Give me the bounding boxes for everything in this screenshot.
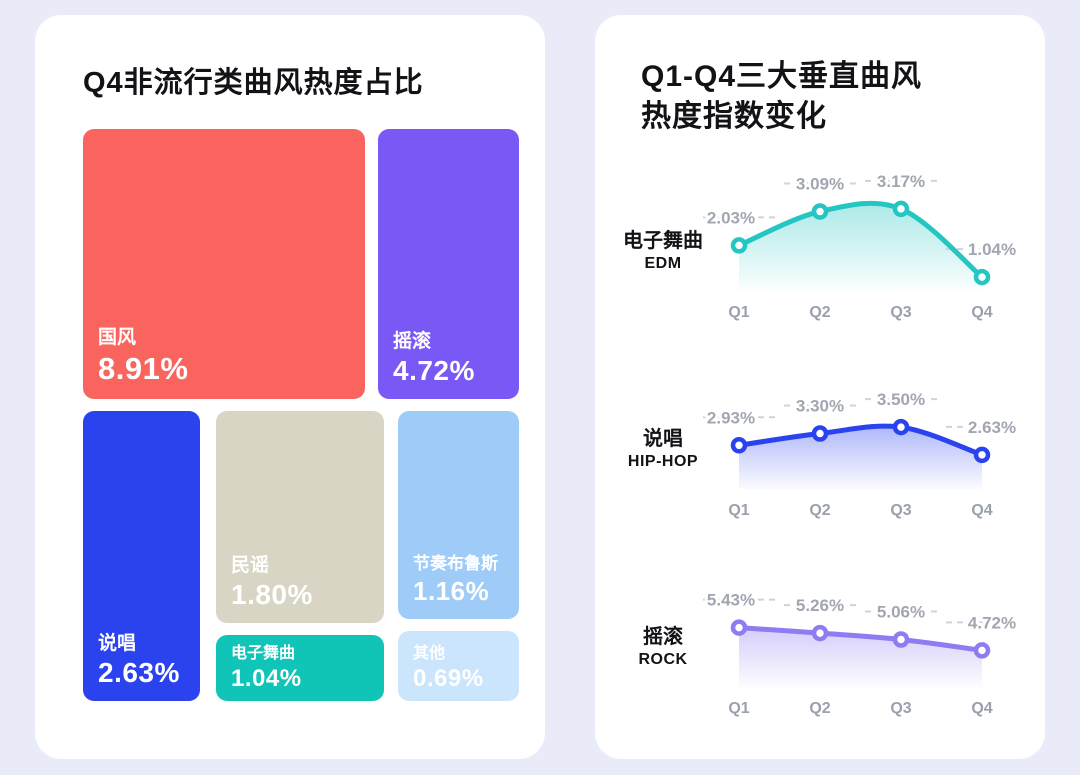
svg-text:2.93%: 2.93% [707, 408, 755, 427]
svg-text:1.04%: 1.04% [968, 240, 1016, 259]
treemap-block-label: 电子舞曲 [231, 645, 296, 662]
line-chart-rock: 5.43% 5.26% 5.06% 4.72% Q1 Q2 Q3 Q4 [703, 588, 1019, 717]
svg-text:4.72%: 4.72% [968, 613, 1016, 632]
svg-text:5.06%: 5.06% [877, 603, 925, 622]
svg-text:Q4: Q4 [971, 502, 992, 519]
line-charts: 电子舞曲 EDM 2.03% 3.09% 3.17% 1.04% Q1 Q2 Q3 Q4 说唱… [609, 145, 1039, 717]
genre-label-zh: 电子舞曲 [623, 229, 703, 252]
svg-text:Q3: Q3 [890, 700, 911, 717]
genre-label-edm: 电子舞曲 EDM [609, 224, 717, 273]
line-charts-card: Q1-Q4三大垂直曲风 热度指数变化 电子舞曲 EDM 2.03% 3.09% 3.… [595, 15, 1045, 759]
treemap-block-label: 国风 [98, 327, 137, 348]
line-chart-group-hiphop: 说唱 HIP-HOP 2.93% 3.30% 3.50% 2.63% Q1 Q2 Q3 Q4 [609, 373, 1039, 519]
svg-text:Q4: Q4 [971, 304, 992, 321]
treemap-block-minyao: 民谣 1.80% [216, 411, 384, 623]
svg-text:Q1: Q1 [728, 700, 749, 717]
svg-text:5.43%: 5.43% [707, 591, 755, 610]
svg-text:2.63%: 2.63% [968, 418, 1016, 437]
svg-text:Q2: Q2 [809, 700, 830, 717]
treemap-block-label: 民谣 [231, 555, 270, 576]
treemap-block-yaogun: 摇滚 4.72% [378, 129, 519, 399]
svg-text:3.17%: 3.17% [877, 172, 925, 191]
genre-label-hiphop: 说唱 HIP-HOP [609, 422, 717, 471]
treemap-block-value: 2.63% [98, 657, 180, 688]
svg-text:Q3: Q3 [890, 304, 911, 321]
svg-text:3.30%: 3.30% [796, 397, 844, 416]
svg-text:2.03%: 2.03% [707, 208, 755, 227]
treemap-block-value: 8.91% [98, 351, 189, 386]
treemap-card: Q4非流行类曲风热度占比 国风 8.91% 摇滚 4.72% 说唱 2.63% … [35, 15, 545, 759]
line-charts-title: Q1-Q4三大垂直曲风 热度指数变化 [641, 57, 922, 137]
svg-text:Q4: Q4 [971, 700, 992, 717]
svg-text:Q2: Q2 [809, 304, 830, 321]
treemap: 国风 8.91% 摇滚 4.72% 说唱 2.63% 民谣 1.80% 电子舞曲… [83, 129, 519, 701]
svg-text:Q3: Q3 [890, 502, 911, 519]
line-chart-group-rock: 摇滚 ROCK 5.43% 5.26% 5.06% 4.72% Q1 Q2 Q3 Q4 [609, 571, 1039, 717]
svg-text:Q1: Q1 [728, 502, 749, 519]
treemap-title: Q4非流行类曲风热度占比 [83, 67, 424, 99]
svg-text:3.09%: 3.09% [796, 175, 844, 194]
treemap-block-shuochang: 说唱 2.63% [83, 411, 200, 701]
treemap-block-label: 说唱 [98, 633, 137, 654]
line-chart-edm: 2.03% 3.09% 3.17% 1.04% Q1 Q2 Q3 Q4 [703, 169, 1019, 321]
treemap-block-label: 摇滚 [393, 331, 432, 352]
svg-text:Q1: Q1 [728, 304, 749, 321]
treemap-block-value: 1.04% [231, 665, 302, 692]
treemap-block-dianziwuqu: 电子舞曲 1.04% [216, 635, 384, 701]
treemap-block-jiezoubulusi: 节奏布鲁斯 1.16% [398, 411, 519, 619]
genre-label-en: EDM [644, 254, 682, 272]
line-chart-hiphop: 2.93% 3.30% 3.50% 2.63% Q1 Q2 Q3 Q4 [703, 387, 1019, 519]
treemap-block-label: 节奏布鲁斯 [413, 554, 498, 573]
treemap-block-guofeng: 国风 8.91% [83, 129, 365, 399]
treemap-block-value: 1.16% [413, 576, 490, 606]
treemap-block-value: 4.72% [393, 355, 475, 386]
svg-text:5.26%: 5.26% [796, 596, 844, 615]
line-chart-group-edm: 电子舞曲 EDM 2.03% 3.09% 3.17% 1.04% Q1 Q2 Q3 Q4 [609, 169, 1039, 321]
line-charts-title-line2: 热度指数变化 [641, 100, 827, 133]
treemap-block-value: 1.80% [231, 579, 313, 610]
treemap-block-label: 其他 [413, 645, 446, 662]
treemap-block-qita: 其他 0.69% [398, 631, 519, 701]
genre-label-zh: 说唱 [643, 427, 683, 450]
svg-text:Q2: Q2 [809, 502, 830, 519]
line-charts-title-line1: Q1-Q4三大垂直曲风 [641, 60, 923, 93]
svg-text:3.50%: 3.50% [877, 390, 925, 409]
treemap-block-value: 0.69% [413, 665, 484, 692]
genre-label-en: ROCK [638, 650, 688, 668]
genre-label-zh: 摇滚 [643, 625, 683, 648]
genre-label-rock: 摇滚 ROCK [609, 620, 717, 669]
genre-label-en: HIP-HOP [627, 452, 699, 470]
